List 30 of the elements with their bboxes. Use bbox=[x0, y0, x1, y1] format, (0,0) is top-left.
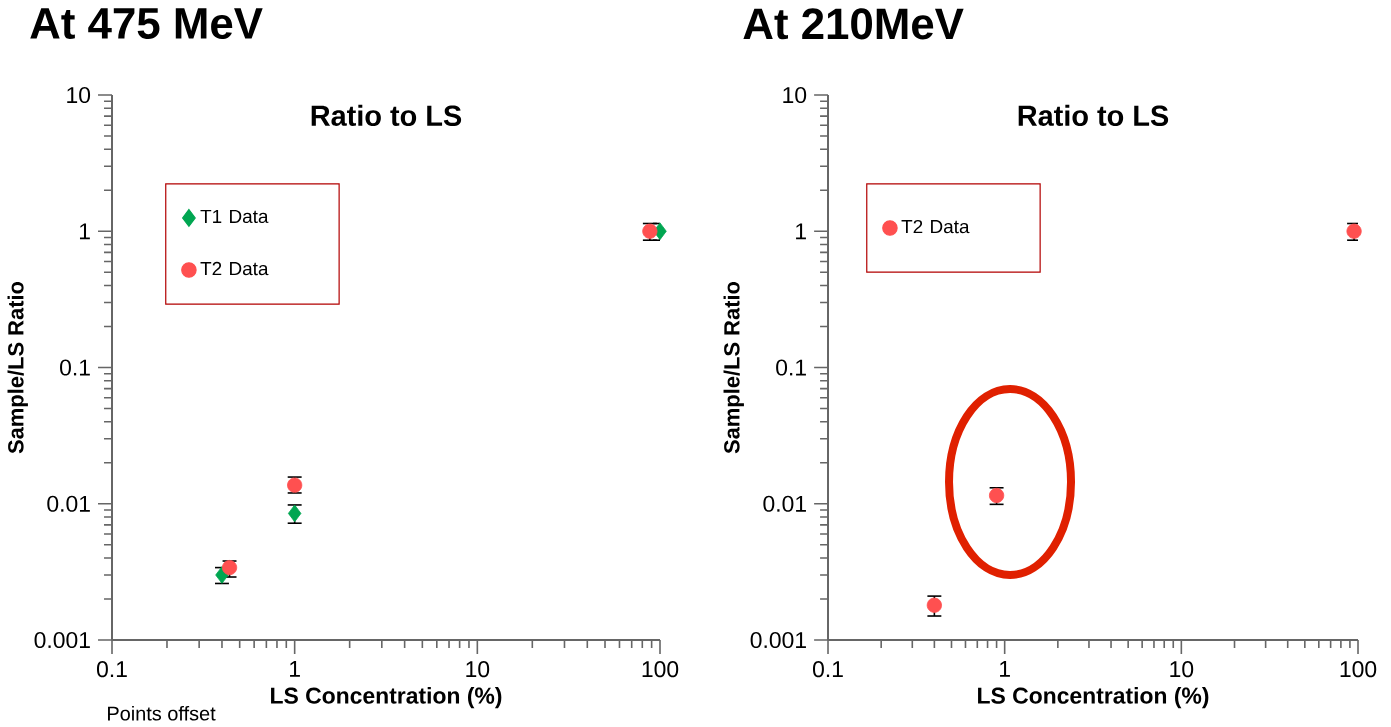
y-axis-title: Sample/LS Ratio bbox=[7, 281, 28, 454]
y-tick-label: 0.01 bbox=[763, 495, 806, 512]
x-tick-label: 1 bbox=[1000, 661, 1010, 677]
y-tick-label: 10 bbox=[67, 86, 91, 104]
x-tick-label: 10 bbox=[466, 661, 490, 678]
y-tick-label: 0.001 bbox=[34, 631, 90, 649]
text: Points offset bbox=[108, 705, 216, 721]
y-tick-label: 10 bbox=[783, 86, 807, 104]
chart-title: At 475 MeV bbox=[30, 8, 263, 39]
legend-label: T2 Data bbox=[901, 219, 970, 234]
chart-subtitle: Ratio to LS bbox=[1018, 104, 1169, 126]
x-tick-label: 0.1 bbox=[96, 661, 127, 678]
x-tick-label: 100 bbox=[1340, 661, 1377, 678]
x-axis-title: LS Concentration (%) bbox=[978, 686, 1209, 709]
x-tick-label: 0.1 bbox=[812, 661, 843, 678]
y-axis-title: Sample/LS Ratio bbox=[723, 281, 744, 454]
chart-subtitle: Ratio to LS bbox=[311, 104, 462, 126]
y-tick-label: 0.1 bbox=[60, 359, 90, 376]
x-tick-label: 100 bbox=[642, 661, 679, 678]
x-tick-label: 1 bbox=[290, 661, 300, 677]
y-tick-label: 0.01 bbox=[47, 495, 90, 512]
y-tick-label: 1 bbox=[79, 223, 90, 240]
y-tick-label: 0.1 bbox=[776, 359, 806, 376]
y-tick-label: 0.001 bbox=[750, 631, 806, 649]
x-axis-title: LS Concentration (%) bbox=[271, 686, 502, 709]
y-tick-label: 1 bbox=[796, 223, 806, 240]
x-tick-label: 10 bbox=[1170, 661, 1194, 678]
legend-label: T1 Data bbox=[200, 209, 269, 224]
chart-title: At 210MeV bbox=[743, 8, 964, 40]
legend-label: T2 Data bbox=[200, 261, 269, 276]
